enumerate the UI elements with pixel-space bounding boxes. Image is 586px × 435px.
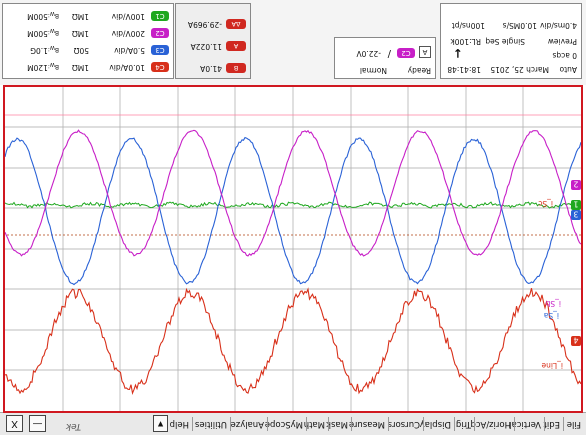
close-button[interactable]: X <box>6 415 23 432</box>
ch4-marker-badge <box>571 336 581 346</box>
channel-settings[interactable]: C410.0A/div1MΩBW:120M C35.0A/div50ΩBW:1.… <box>2 3 174 79</box>
trigger-level: -22.0V <box>356 49 381 58</box>
menu-cursors[interactable]: Cursors <box>387 419 420 429</box>
ch2-marker-label: 2 <box>573 180 578 189</box>
help-dropdown-icon[interactable]: ▼ <box>153 415 168 432</box>
menu-horiz-acq[interactable]: Horiz/Acq <box>470 419 511 429</box>
ch3-trace <box>5 136 581 286</box>
trigger-state: Ready <box>407 66 431 75</box>
trigger-mode: Normal <box>359 66 387 75</box>
tek-logo: Tek <box>65 421 81 431</box>
acq-mode: Auto <box>559 65 577 74</box>
cursor-readout[interactable]: B41.0A A11.022A ΔA-29.969A <box>175 3 251 79</box>
menu-help[interactable]: Help <box>169 419 189 429</box>
menu-separator <box>454 417 455 431</box>
cursor-row: ΔA-29.969A <box>188 19 246 29</box>
menu-mask[interactable]: Mask <box>326 419 348 429</box>
minimize-button[interactable]: — <box>29 415 46 432</box>
channel-row-c3[interactable]: C35.0A/div50ΩBW:1.0G <box>30 44 169 57</box>
label-i-sa: i_Sa <box>544 311 559 320</box>
menu-trig[interactable]: Trig <box>455 419 471 429</box>
acq-hscale: 4.0ms/div <box>540 21 577 30</box>
acq-count: 0 acqs <box>552 51 577 60</box>
menu-measure[interactable]: Measure <box>348 419 385 429</box>
ch4-trace <box>5 287 581 396</box>
trigger-readout[interactable]: Ready Normal A C2 / -22.0V <box>334 37 436 79</box>
waveform-display[interactable]: 4 1 3 2 i_Line i_Sa i_Sb i_Sc <box>3 85 583 413</box>
menu-separator <box>192 417 193 431</box>
readout-panel: Auto March 25, 2015 18:41:48 0 acqs Prev… <box>0 0 586 85</box>
menu-separator <box>563 417 564 431</box>
menu-separator <box>544 417 545 431</box>
menu-separator <box>514 417 515 431</box>
channel-row-c2[interactable]: C2200V/div1MΩBW:500M <box>27 27 169 40</box>
acq-date: March 25, 2015 <box>490 65 549 74</box>
menu-separator <box>306 417 307 431</box>
acq-seq: Single Seq <box>485 37 525 46</box>
label-i-sb: i_Sb <box>545 299 561 308</box>
menu-separator <box>267 417 268 431</box>
menu-file[interactable]: File <box>566 419 581 429</box>
ch2-marker-badge <box>571 180 581 190</box>
menu-analyze[interactable]: Analyze <box>230 419 265 429</box>
acq-sample-rate: 10.0MS/s <box>502 21 537 30</box>
menu-edit[interactable]: Edit <box>543 419 560 429</box>
channel-row-c1[interactable]: C1100V/div1MΩBW:500M <box>27 10 169 23</box>
menu-separator <box>328 417 329 431</box>
acq-arrow-icon: ↓ <box>452 46 463 60</box>
acq-time: 18:41:48 <box>447 65 481 74</box>
menu-separator <box>351 417 352 431</box>
label-i-sc: i_Sc <box>538 199 553 208</box>
menu-separator <box>230 417 231 431</box>
menu-separator <box>423 417 424 431</box>
menu-separator <box>474 417 475 431</box>
menu-myscope[interactable]: MyScope <box>264 419 303 429</box>
ch4-marker-label: 4 <box>573 336 578 345</box>
trigger-source-badge: C2 <box>397 48 415 58</box>
acq-preview: Preview <box>547 37 577 46</box>
ch3-marker-label: 3 <box>573 210 578 219</box>
ch3-marker-badge <box>571 210 581 220</box>
menu-utilities[interactable]: Utilities <box>195 419 227 429</box>
ch2-trace <box>5 129 581 257</box>
acquisition-status[interactable]: Auto March 25, 2015 18:41:48 0 acqs Prev… <box>440 3 582 79</box>
channel-row-c4[interactable]: C410.0A/div1MΩBW:120M <box>27 61 169 74</box>
menu-separator <box>388 417 389 431</box>
trigger-slope-icon: / <box>387 48 391 59</box>
cursor-row: A11.022A <box>191 41 246 51</box>
menu-bar: File Edit Vertical Horiz/Acq Trig Displa… <box>0 412 586 435</box>
trigger-edge-box: A <box>419 46 431 58</box>
ch1-marker-label: 1 <box>573 200 578 209</box>
ch1-marker-badge <box>571 200 581 210</box>
label-i-line: i_Line <box>541 361 563 370</box>
waveform-canvas: 4 13 2 i_Line i_Sa i_Sb i_Sc <box>5 87 581 411</box>
acq-record-length: RL:100k <box>450 37 481 46</box>
ch1-trace <box>5 201 581 209</box>
menu-display[interactable]: Display <box>419 419 451 429</box>
acq-resolution: 100ns/pt <box>451 21 485 30</box>
cursor-row: B41.0A <box>200 63 246 73</box>
